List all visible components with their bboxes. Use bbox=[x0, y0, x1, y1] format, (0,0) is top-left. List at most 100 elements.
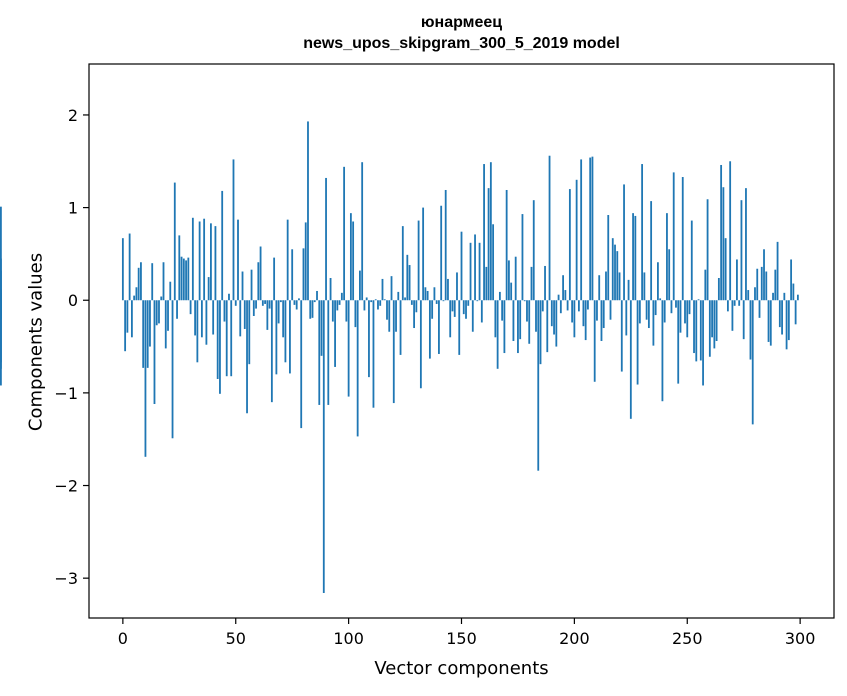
bar bbox=[573, 300, 576, 338]
bar bbox=[257, 262, 260, 301]
bar bbox=[623, 184, 625, 301]
bar bbox=[593, 300, 596, 382]
bar bbox=[203, 218, 206, 301]
bar bbox=[456, 272, 458, 301]
bar bbox=[492, 224, 495, 301]
bar bbox=[688, 300, 691, 315]
bar bbox=[514, 256, 517, 301]
bar bbox=[530, 266, 533, 301]
bar bbox=[754, 287, 756, 301]
bar bbox=[731, 300, 734, 331]
bar bbox=[318, 300, 321, 405]
bar bbox=[681, 177, 684, 301]
bar bbox=[478, 242, 481, 301]
bar bbox=[720, 164, 723, 301]
bar bbox=[322, 300, 325, 593]
bar bbox=[237, 219, 239, 301]
bar bbox=[449, 300, 452, 338]
bar bbox=[219, 300, 221, 394]
y-tick-label: 1 bbox=[68, 199, 78, 218]
bar bbox=[447, 278, 449, 301]
bar bbox=[726, 300, 729, 312]
bar bbox=[167, 300, 169, 331]
bar bbox=[0, 300, 2, 363]
bar bbox=[458, 300, 461, 355]
bar bbox=[772, 292, 774, 301]
bar bbox=[517, 300, 519, 354]
bar bbox=[363, 300, 366, 311]
bar bbox=[277, 300, 280, 324]
bar bbox=[232, 159, 235, 301]
bar bbox=[397, 291, 400, 301]
bar bbox=[401, 226, 404, 301]
bar bbox=[178, 235, 181, 301]
bar bbox=[406, 254, 409, 301]
bar bbox=[200, 300, 203, 338]
bar bbox=[679, 300, 682, 333]
bar bbox=[372, 300, 375, 408]
bar bbox=[381, 278, 384, 301]
x-tick-label: 50 bbox=[226, 629, 246, 648]
bar bbox=[130, 300, 133, 338]
bar bbox=[641, 164, 644, 301]
bar bbox=[790, 259, 793, 301]
bar bbox=[284, 300, 287, 363]
bar bbox=[320, 300, 323, 356]
y-axis-label: Components values bbox=[25, 252, 47, 432]
bar bbox=[760, 266, 763, 301]
bar bbox=[146, 300, 149, 368]
y-tick-label: −1 bbox=[54, 384, 78, 403]
bar bbox=[792, 283, 795, 301]
bar bbox=[535, 300, 537, 332]
bar bbox=[512, 300, 515, 341]
bar bbox=[282, 300, 285, 338]
bar bbox=[128, 233, 131, 301]
bar bbox=[607, 215, 610, 301]
bar bbox=[214, 226, 217, 301]
bar bbox=[647, 300, 650, 329]
bar bbox=[173, 182, 176, 301]
bar bbox=[652, 300, 655, 346]
bar bbox=[675, 300, 677, 308]
bar bbox=[602, 300, 605, 329]
bar bbox=[388, 300, 391, 332]
bar bbox=[596, 300, 598, 321]
bar bbox=[566, 300, 569, 311]
bar bbox=[302, 248, 305, 301]
bar bbox=[153, 300, 156, 404]
bar bbox=[383, 299, 386, 301]
bar bbox=[474, 234, 476, 301]
bar bbox=[444, 189, 447, 301]
bar bbox=[189, 300, 192, 315]
bar bbox=[467, 300, 470, 306]
bar bbox=[686, 300, 689, 338]
bar bbox=[787, 300, 790, 341]
bar bbox=[645, 300, 648, 320]
bar bbox=[404, 297, 406, 301]
bar bbox=[589, 157, 592, 301]
bar bbox=[273, 257, 276, 301]
bar bbox=[609, 300, 612, 320]
bar bbox=[616, 251, 619, 301]
bar bbox=[151, 263, 154, 301]
bar bbox=[395, 300, 397, 332]
bar bbox=[462, 300, 465, 315]
bar bbox=[365, 297, 368, 301]
bar bbox=[510, 282, 513, 301]
bar bbox=[544, 265, 546, 301]
bar bbox=[399, 300, 402, 355]
bar bbox=[349, 213, 352, 301]
bar bbox=[526, 300, 528, 322]
bar bbox=[191, 217, 194, 301]
bar bbox=[386, 300, 388, 320]
bar bbox=[605, 271, 607, 301]
bar bbox=[471, 300, 474, 332]
bar bbox=[618, 272, 621, 301]
bar bbox=[555, 300, 558, 347]
bar bbox=[435, 300, 438, 304]
bar bbox=[519, 300, 522, 340]
bar bbox=[180, 256, 183, 301]
bar bbox=[503, 300, 506, 354]
bar bbox=[205, 300, 208, 345]
